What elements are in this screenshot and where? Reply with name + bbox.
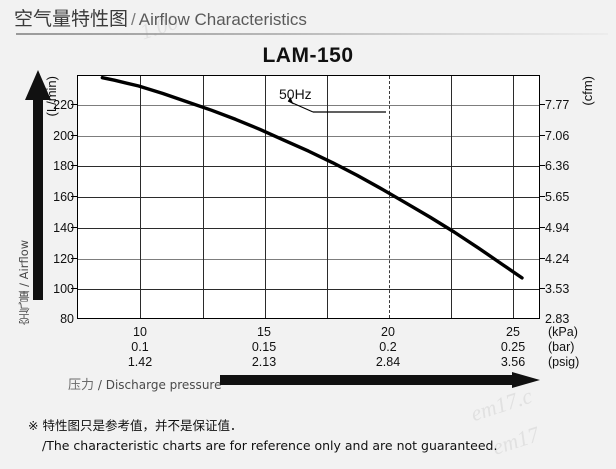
- x-tick-psig-356: 3.56: [500, 355, 526, 369]
- y-left-tick-140: 140: [53, 221, 74, 235]
- y-right-tick-706: 7.06: [545, 129, 570, 143]
- gridline-x-15kpa: [265, 76, 266, 318]
- header-title-en: Airflow Characteristics: [138, 10, 307, 29]
- y-left-tickmark-200: [71, 135, 77, 136]
- y-right-tick-494: 4.94: [545, 221, 570, 235]
- x-axis-caption: 压力 / Discharge pressure: [68, 374, 221, 393]
- gridline-x-25kpa: [513, 76, 514, 318]
- airflow-direction-arrow: [24, 70, 52, 300]
- x-tick-kpa-20: 20: [381, 325, 395, 339]
- y-left-tick-80: 80: [60, 312, 74, 326]
- gridline-x-175: [327, 76, 328, 318]
- x-tick-kpa-15: 15: [257, 325, 271, 339]
- x-axis-row-psig: 1.42 2.13 2.84 3.56 (psig): [0, 355, 616, 370]
- gridline-y-100: [78, 289, 539, 290]
- y-right-tick-353: 3.53: [545, 282, 570, 296]
- y-right-tick-283: 2.83: [545, 312, 570, 326]
- y-left-tick-200: 200: [53, 129, 74, 143]
- y-right-tickmark-565: [539, 196, 545, 197]
- x-tick-psig-142: 1.42: [127, 355, 153, 369]
- y-left-tick-100: 100: [53, 282, 74, 296]
- y-right-tickmark-706: [539, 135, 545, 136]
- y-left-tickmark-140: [71, 227, 77, 228]
- y-right-tick-424: 4.24: [545, 252, 570, 266]
- gridline-y-200: [78, 136, 539, 137]
- y-left-tick-120: 120: [53, 252, 74, 266]
- x-tick-kpa-25: 25: [506, 325, 520, 339]
- y-right-tickmark-777: [539, 104, 545, 105]
- gridline-y-140: [78, 228, 539, 229]
- y-right-tickmark-494: [539, 227, 545, 228]
- chart-plot-area: [77, 75, 540, 319]
- y-left-tickmark-160: [71, 196, 77, 197]
- y-left-tickmark-100: [71, 288, 77, 289]
- y-left-tick-180: 180: [53, 159, 74, 173]
- x-axis-unit-bar: (bar): [548, 340, 575, 354]
- y-right-tickmark-424: [539, 258, 545, 259]
- disclaimer-note-line2: /The characteristic charts are for refer…: [42, 438, 498, 453]
- x-axis-unit-kpa: (kPa): [548, 325, 578, 339]
- gridline-x-125: [203, 76, 204, 318]
- x-tick-bar-01: 0.1: [131, 340, 149, 354]
- x-axis-caption-en: Discharge pressure: [105, 378, 222, 392]
- y-right-tick-565: 5.65: [545, 190, 570, 204]
- disclaimer-note-line1: ※ 特性图只是参考值，并不是保证值．: [28, 418, 243, 433]
- gridline-y-160: [78, 197, 539, 198]
- y-right-tickmark-636: [539, 165, 545, 166]
- y-right-tickmark-353: [539, 288, 545, 289]
- page-header: 空气量特性图 / Airflow Characteristics: [14, 4, 606, 32]
- x-axis-caption-cn: 压力: [68, 378, 95, 393]
- x-tick-psig-213: 2.13: [251, 355, 277, 369]
- gridline-y-180: [78, 166, 539, 167]
- x-axis-row-kpa: 10 15 20 25 (kPa): [0, 325, 616, 340]
- pressure-direction-arrow: [220, 372, 540, 388]
- x-tick-bar-02: 0.2: [379, 340, 397, 354]
- y-left-tickmark-120: [71, 258, 77, 259]
- disclaimer-note: ※ 特性图只是参考值，并不是保证值． /The characteristic c…: [28, 416, 588, 456]
- x-tick-bar-025: 0.25: [500, 340, 526, 354]
- y-left-tickmark-220: [71, 104, 77, 105]
- gridline-x-225: [451, 76, 452, 318]
- y-right-tick-636: 6.36: [545, 159, 570, 173]
- gridline-x-10kpa: [140, 76, 141, 318]
- header-title-cn: 空气量特性图: [14, 8, 129, 30]
- x-axis-unit-psig: (psig): [548, 355, 580, 369]
- annotation-50hz-label: 50Hz: [279, 86, 312, 102]
- x-axis-caption-separator: /: [97, 378, 102, 392]
- y-left-tickmark-180: [71, 165, 77, 166]
- x-axis-row-bar: 0.1 0.15 0.2 0.25 (bar): [0, 340, 616, 355]
- y-right-tick-777: 7.77: [545, 98, 570, 112]
- x-tick-kpa-10: 10: [133, 325, 147, 339]
- reference-line-20kpa: [389, 76, 390, 318]
- y-left-tick-220: 220: [53, 98, 74, 112]
- gridline-y-220: [78, 105, 539, 106]
- x-tick-psig-284: 2.84: [375, 355, 401, 369]
- header-separator: /: [131, 10, 136, 29]
- chart-title: LAM-150: [262, 44, 354, 67]
- y-left-tick-160: 160: [53, 190, 74, 204]
- x-tick-bar-015: 0.15: [251, 340, 277, 354]
- header-divider: [16, 33, 608, 35]
- gridline-y-120: [78, 259, 539, 260]
